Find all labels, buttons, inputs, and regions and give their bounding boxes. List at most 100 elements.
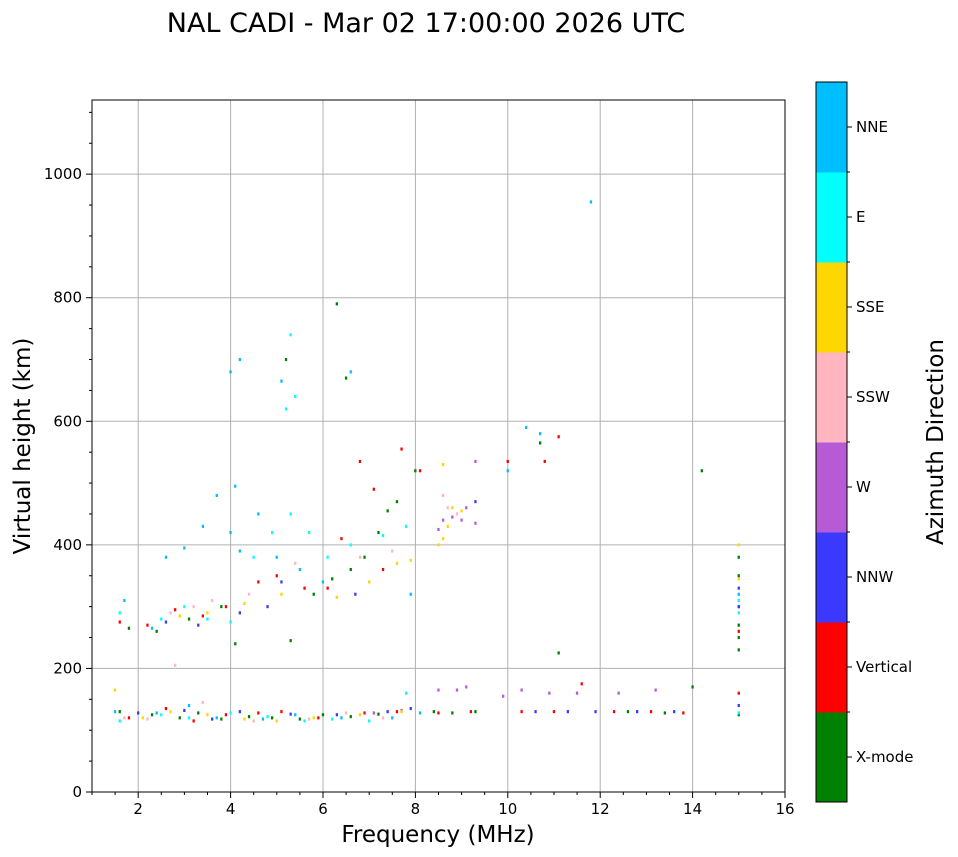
- echo-point-vertical: [164, 707, 168, 711]
- echo-point-x-mode: [626, 710, 630, 714]
- echo-point-ssw: [169, 611, 172, 615]
- echo-point-vertical: [400, 447, 403, 451]
- colorbar-tick-label: W: [856, 478, 871, 496]
- echo-point-vertical: [280, 710, 283, 714]
- echo-point-vertical: [737, 691, 740, 695]
- echo-point-vertical: [326, 586, 329, 590]
- echo-point-x-mode: [349, 715, 352, 719]
- echo-point-nne: [539, 432, 542, 436]
- echo-point-vertical: [395, 710, 399, 714]
- echo-point-x-mode: [220, 605, 223, 609]
- echo-point-e: [303, 719, 306, 723]
- colorbar-label: Azimuth Direction: [923, 339, 949, 545]
- echo-point-nne: [201, 524, 204, 528]
- echo-point-w: [442, 518, 445, 522]
- colorbar-swatch-vertical: [816, 622, 847, 713]
- chart-title: NAL CADI - Mar 02 17:00:00 2026 UTC: [167, 8, 685, 39]
- echo-point-x-mode: [344, 376, 348, 380]
- echo-point-x-mode: [414, 469, 417, 473]
- echo-point-e: [294, 395, 297, 399]
- echo-point-sse: [243, 602, 246, 606]
- echo-point-x-mode: [150, 713, 154, 717]
- echo-point-e: [405, 524, 408, 528]
- echo-point-nnw: [386, 710, 389, 714]
- echo-point-nne: [238, 358, 241, 362]
- echo-point-w: [372, 711, 375, 715]
- echo-point-e: [160, 617, 163, 621]
- echo-point-x-mode: [737, 574, 740, 578]
- echo-point-x-mode: [155, 629, 158, 633]
- echo-point-vertical: [469, 710, 472, 714]
- colorbar-tick-label: X-mode: [856, 748, 913, 766]
- echo-point-nne: [418, 711, 422, 715]
- echo-point-vertical: [127, 716, 131, 720]
- echo-point-nne: [229, 531, 232, 535]
- echo-point-nnw: [211, 717, 214, 721]
- echo-point-nne: [275, 555, 278, 559]
- echo-point-e: [737, 598, 740, 602]
- echo-point-sse: [335, 595, 338, 599]
- echo-point-nne: [155, 711, 158, 715]
- echo-point-nnw: [238, 611, 241, 615]
- colorbar-swatch-x-mode: [816, 712, 847, 803]
- echo-point-e: [266, 715, 269, 719]
- echo-point-nne: [113, 710, 117, 714]
- echo-point-nnw: [238, 710, 241, 714]
- echo-point-sse: [141, 716, 144, 720]
- echo-point-sse: [737, 577, 740, 581]
- echo-point-x-mode: [178, 716, 181, 720]
- echo-point-x-mode: [247, 715, 251, 719]
- echo-point-x-mode: [737, 623, 740, 627]
- echo-point-nnw: [137, 711, 140, 715]
- echo-point-nne: [215, 716, 218, 720]
- echo-point-sse: [446, 524, 449, 528]
- y-tick-label: 0: [72, 783, 82, 801]
- echo-point-nnw: [335, 713, 338, 717]
- echo-point-ssw: [381, 716, 385, 720]
- echo-point-w: [474, 521, 477, 525]
- echo-point-e: [331, 717, 334, 721]
- echo-point-sse: [409, 558, 412, 562]
- echo-point-e: [289, 333, 292, 337]
- echo-point-nnw: [737, 605, 740, 609]
- echo-point-w: [548, 691, 551, 695]
- echo-point-x-mode: [127, 626, 131, 630]
- echo-point-w: [437, 527, 440, 531]
- echo-point-x-mode: [737, 555, 740, 559]
- colorbar-swatch-sse: [816, 262, 847, 353]
- axis-ticks: 2 4 6 8 10 12 14 16 0 200 400 600 800 1000: [44, 111, 795, 818]
- echo-point-e: [183, 605, 186, 609]
- echo-point-nnw: [534, 710, 537, 714]
- echo-point-vertical: [257, 580, 260, 584]
- echo-point-vertical: [358, 459, 362, 463]
- echo-point-nne: [238, 549, 241, 553]
- echo-point-nne: [298, 568, 301, 572]
- echo-point-sse: [206, 713, 209, 717]
- echo-point-e: [252, 555, 255, 559]
- echo-point-vertical: [257, 711, 260, 715]
- echo-point-x-mode: [377, 531, 380, 535]
- echo-point-sse: [442, 463, 445, 467]
- echo-point-vertical: [174, 608, 177, 612]
- echo-point-vertical: [118, 620, 121, 624]
- echo-point-e: [349, 543, 352, 547]
- echo-point-x-mode: [289, 639, 292, 643]
- y-tick-label: 1000: [44, 165, 82, 183]
- echo-point-nne: [187, 704, 191, 708]
- echo-point-sse: [368, 580, 371, 584]
- echo-point-w: [520, 688, 523, 692]
- echo-point-nne: [234, 484, 237, 488]
- echo-point-sse: [169, 710, 172, 714]
- echo-point-w: [654, 688, 657, 692]
- echo-point-vertical: [580, 682, 583, 686]
- echo-point-x-mode: [271, 716, 274, 720]
- echo-point-nne: [164, 555, 168, 559]
- echo-point-x-mode: [691, 685, 694, 689]
- echo-point-w: [451, 515, 454, 519]
- echo-point-sse: [243, 717, 246, 721]
- colorbar-swatch-nnw: [816, 532, 847, 623]
- colorbar-tick-label: E: [856, 208, 865, 226]
- echo-point-e: [118, 611, 121, 615]
- colorbar-swatch-ssw: [816, 352, 847, 443]
- echo-point-ssw: [344, 711, 348, 715]
